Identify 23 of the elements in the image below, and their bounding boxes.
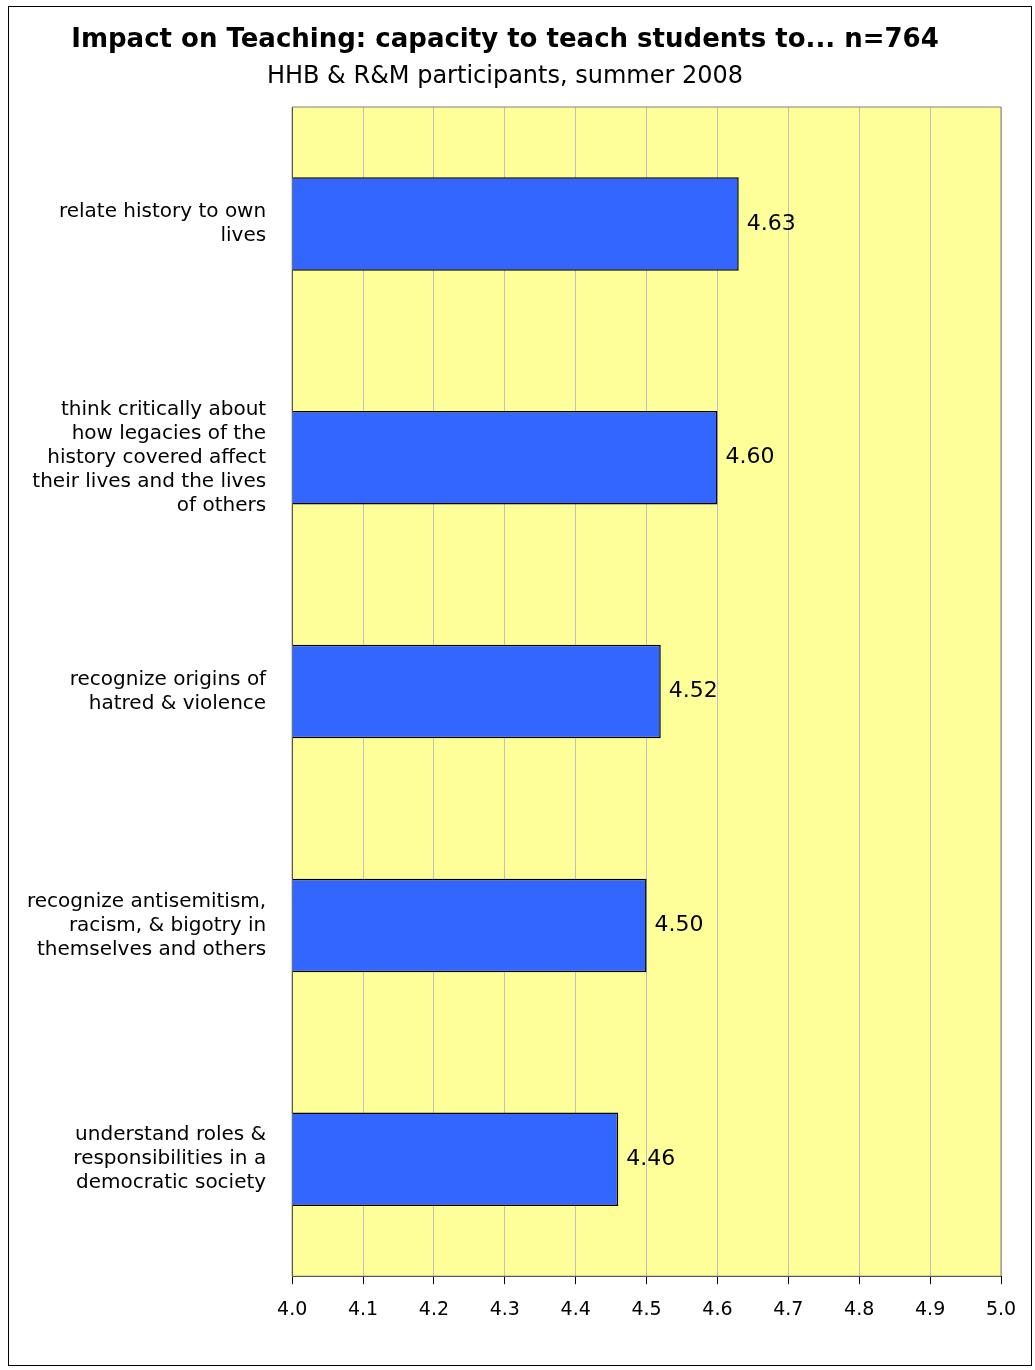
x-tick-label: 4.1 xyxy=(347,1296,379,1319)
x-tick-label: 4.4 xyxy=(560,1296,591,1319)
y-tick-label: understand roles & responsibilities in a democratic society xyxy=(73,1121,267,1194)
x-tick-label: 4.9 xyxy=(915,1296,946,1319)
x-tick-label: 4.8 xyxy=(844,1296,875,1319)
chart-title: Impact on Teaching: capacity to teach students to... n=764 xyxy=(71,23,939,54)
y-tick-label: recognize antisemitism, racism, & bigotry in themselves and others xyxy=(26,887,267,960)
data-label: 4.63 xyxy=(746,209,796,235)
data-label: 4.46 xyxy=(626,1145,676,1170)
x-tick-label: 5.0 xyxy=(985,1296,1017,1319)
y-tick-label: recognize origins of hatred & violence xyxy=(69,665,268,714)
x-tick-label: 4.0 xyxy=(277,1296,308,1319)
x-tick-label: 4.2 xyxy=(418,1296,450,1319)
x-tick-label: 4.6 xyxy=(702,1296,733,1319)
data-label: 4.50 xyxy=(654,911,704,937)
data-label: 4.52 xyxy=(668,677,718,703)
x-tick-label: 4.3 xyxy=(489,1296,520,1319)
x-tick-label: 4.5 xyxy=(631,1296,662,1319)
y-tick-label: relate history to own lives xyxy=(58,198,267,247)
x-tick-label: 4.7 xyxy=(773,1296,804,1319)
data-label: 4.60 xyxy=(725,443,775,469)
y-tick-label: think critically about how legacies of the history covered affect their lives and the lives of others xyxy=(32,395,267,516)
chart-subtitle: HHB & R&M participants, summer 2008 xyxy=(266,60,744,89)
